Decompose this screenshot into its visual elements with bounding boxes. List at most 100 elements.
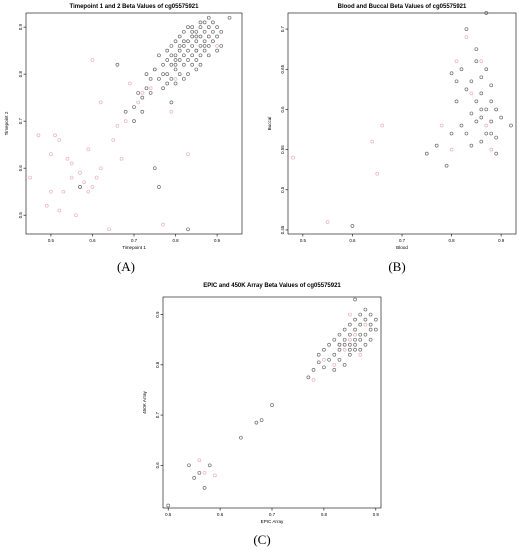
plot-frame: [162, 296, 382, 509]
data-point: [368, 312, 373, 317]
data-point: [206, 15, 211, 20]
panel-label-a: (A): [117, 259, 135, 274]
data-point: [190, 62, 195, 67]
data-point: [119, 156, 124, 161]
data-point: [73, 213, 78, 218]
data-point: [181, 76, 186, 81]
data-point: [348, 332, 352, 337]
data-point: [479, 139, 484, 144]
data-point: [181, 53, 186, 58]
plot-frame: [25, 12, 243, 235]
data-point: [363, 317, 368, 322]
data-point: [181, 39, 186, 44]
data-point: [353, 337, 357, 342]
data-point: [375, 171, 380, 176]
y-tick-label: 0.5: [280, 186, 285, 193]
data-point: [219, 44, 224, 48]
panel-a-chart: Timepoint 1 and 2 Beta Values of cg05575…: [4, 4, 243, 250]
data-point: [57, 208, 62, 213]
data-point: [140, 91, 145, 95]
data-point: [136, 91, 141, 95]
data-point: [479, 75, 484, 80]
data-point: [484, 11, 489, 15]
data-point: [464, 131, 469, 136]
data-point: [368, 327, 373, 332]
data-point: [259, 418, 264, 422]
data-point: [434, 143, 439, 148]
data-point: [469, 143, 474, 148]
y-tick-label: 0.65: [280, 64, 285, 73]
data-point: [148, 76, 153, 81]
data-point: [494, 151, 499, 156]
data-point: [479, 107, 484, 112]
data-point: [144, 86, 149, 91]
data-point: [291, 155, 295, 160]
data-point: [316, 352, 321, 357]
data-point: [173, 53, 178, 58]
data-point: [348, 342, 352, 347]
data-point: [194, 67, 199, 72]
data-point: [144, 72, 149, 76]
data-point: [198, 53, 203, 58]
x-tick-label: 0.7: [131, 238, 138, 243]
data-point: [337, 347, 342, 352]
data-point: [173, 76, 178, 81]
chart-title: EPIC and 450K Array Beta Values of cg055…: [203, 283, 341, 289]
data-point: [342, 337, 347, 342]
data-point: [322, 357, 326, 362]
data-point: [325, 220, 330, 224]
y-tick-label: 0.6: [18, 165, 23, 172]
data-point: [69, 161, 74, 166]
data-point: [368, 337, 373, 342]
x-axis-label: EPIC Array: [261, 519, 284, 524]
y-tick-label: 0.9: [18, 23, 23, 30]
data-point: [239, 435, 243, 440]
data-point: [327, 342, 331, 347]
data-point: [474, 47, 479, 52]
data-point: [94, 175, 99, 180]
data-point: [36, 133, 41, 138]
data-point: [489, 83, 494, 88]
data-point: [342, 327, 347, 332]
data-point: [166, 503, 171, 508]
data-point: [322, 347, 326, 352]
panel-label-b: (B): [388, 259, 405, 274]
data-point: [449, 131, 454, 136]
data-point: [148, 91, 153, 95]
data-point: [337, 357, 342, 362]
data-point: [202, 29, 207, 34]
data-point: [469, 91, 474, 96]
data-point: [353, 297, 357, 302]
data-point: [140, 95, 145, 100]
data-point: [115, 62, 120, 67]
data-point: [186, 48, 190, 53]
data-point: [206, 25, 211, 29]
data-point: [28, 175, 33, 180]
data-point: [44, 203, 49, 208]
x-tick-label: 0.9: [373, 512, 380, 517]
data-point: [98, 166, 103, 171]
data-point: [311, 378, 316, 382]
data-point: [353, 327, 357, 332]
data-point: [169, 53, 174, 58]
data-series-1: [166, 297, 378, 508]
data-point: [190, 29, 195, 34]
data-point: [194, 29, 199, 34]
y-tick-label: 0.7: [155, 411, 160, 418]
data-point: [173, 58, 178, 62]
x-axis-label: Timepoint 1: [122, 245, 146, 250]
data-point: [439, 123, 444, 128]
x-tick-label: 0.9: [214, 238, 221, 243]
y-tick-label: 0.8: [18, 71, 23, 78]
data-point: [157, 53, 161, 58]
data-point: [215, 25, 219, 29]
data-point: [489, 131, 494, 136]
data-point: [169, 44, 174, 48]
data-point: [194, 48, 199, 53]
data-point: [190, 53, 195, 58]
data-point: [373, 327, 378, 332]
data-point: [215, 34, 219, 39]
data-point: [332, 367, 337, 372]
data-point: [348, 347, 352, 352]
